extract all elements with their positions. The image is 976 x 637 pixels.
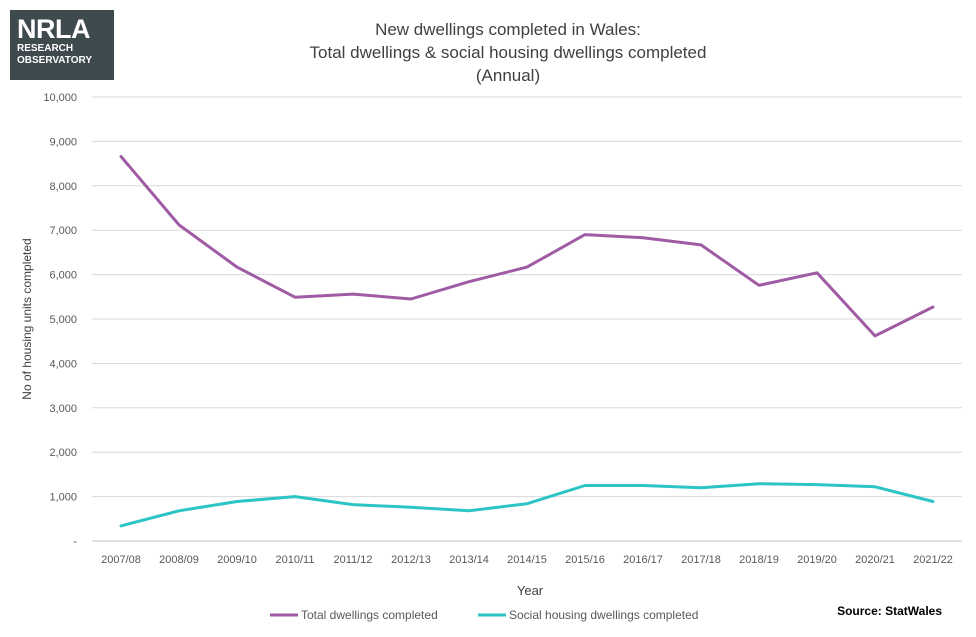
y-tick-label: 3,000 — [49, 403, 77, 415]
y-tick-label: 7,000 — [49, 225, 77, 237]
x-tick-label: 2017/18 — [681, 554, 721, 566]
x-tick-label: 2016/17 — [623, 554, 663, 566]
x-tick-label: 2012/13 — [391, 554, 431, 566]
series-line-1 — [119, 155, 935, 338]
x-tick-label: 2014/15 — [507, 554, 547, 566]
y-tick-label: 5,000 — [49, 314, 77, 326]
legend: Total dwellings completed Social housing … — [270, 608, 698, 622]
y-tick-label: 4,000 — [49, 358, 77, 370]
y-tick-label: - — [73, 536, 77, 548]
legend-label-2: Social housing dwellings completed — [509, 608, 698, 622]
x-tick-label: 2013/14 — [449, 554, 489, 566]
logo-line-observatory: OBSERVATORY — [17, 55, 93, 66]
chart-title-line-3: (Annual) — [475, 66, 541, 85]
series-line-2 — [119, 482, 935, 528]
x-tick-label: 2010/11 — [276, 554, 315, 566]
gridlines — [92, 96, 962, 542]
x-tick-label: 2009/10 — [217, 554, 257, 566]
y-tick-label: 6,000 — [49, 270, 77, 282]
chart-title-line-2: Total dwellings & social housing dwellin… — [309, 43, 707, 62]
y-tick-label: 2,000 — [49, 447, 77, 459]
x-tick-label: 2020/21 — [855, 554, 895, 566]
x-tick-label: 2015/16 — [565, 554, 605, 566]
x-tick-label: 2018/19 — [739, 554, 779, 566]
source-note: Source: StatWales — [837, 604, 942, 618]
x-axis-label: Year — [517, 583, 544, 598]
y-tick-label: 9,000 — [49, 136, 77, 148]
x-tick-label: 2008/09 — [159, 554, 199, 566]
x-tick-label: 2007/08 — [101, 554, 141, 566]
chart-title-line-1: New dwellings completed in Wales: — [375, 20, 641, 39]
logo-line-research: RESEARCH — [17, 43, 74, 54]
chart-title: New dwellings completed in Wales: Total … — [180, 18, 836, 87]
legend-label-1: Total dwellings completed — [301, 608, 438, 622]
y-tick-label: 1,000 — [49, 492, 77, 504]
y-axis-tick-labels: - 1,000 2,000 3,000 4,000 5,000 6,000 7,000 8,00… — [43, 92, 77, 548]
y-tick-label: 8,000 — [49, 181, 77, 193]
x-tick-label: 2019/20 — [797, 554, 837, 566]
x-tick-label: 2021/22 — [913, 554, 953, 566]
data-series — [119, 155, 935, 528]
y-tick-label: 10,000 — [43, 92, 77, 104]
x-tick-label: 2011/12 — [334, 554, 373, 566]
x-axis-tick-labels: 2007/08 2008/09 2009/10 2010/11 2011/12 2012/… — [101, 554, 953, 566]
nrla-logo: NRLA RESEARCH OBSERVATORY — [10, 10, 114, 80]
logo-mark: NRLA — [17, 14, 91, 44]
y-axis-label: No of housing units completed — [20, 238, 34, 399]
